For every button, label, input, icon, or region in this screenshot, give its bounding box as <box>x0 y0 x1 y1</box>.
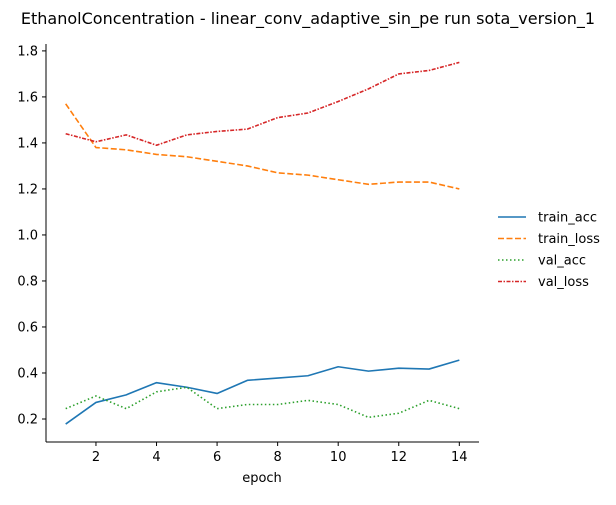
series-line-val_acc <box>65 386 460 419</box>
series-line-val_loss <box>65 61 460 147</box>
x-tick-label: 8 <box>273 450 281 465</box>
y-tick-label: 0.2 <box>17 412 38 427</box>
x-tick-label: 10 <box>330 450 347 465</box>
x-tick-label: 14 <box>451 450 468 465</box>
x-tick-label: 12 <box>390 450 407 465</box>
y-tick-label: 1.8 <box>17 44 38 59</box>
x-axis-title: epoch <box>242 471 282 486</box>
y-tick-label: 1.6 <box>17 90 38 105</box>
series-line-train_loss <box>65 103 460 190</box>
plot-area <box>65 61 460 425</box>
legend: train_acc train_loss val_acc val_loss <box>498 211 600 290</box>
x-tick-label: 6 <box>213 450 221 465</box>
legend-label-val_loss: val_loss <box>538 275 589 290</box>
axes: 2 4 6 8 10 12 14 0.2 0.4 0.6 0.8 1.0 1.2 1.4 1.6 1.8 <box>17 44 479 465</box>
y-tick-label: 0.6 <box>17 320 38 335</box>
legend-label-val_acc: val_acc <box>538 254 586 269</box>
y-tick-label: 0.4 <box>17 366 38 381</box>
chart-title: EthanolConcentration - linear_conv_adapt… <box>21 9 595 29</box>
series-line-train_acc <box>65 359 460 425</box>
y-tick-label: 1.2 <box>17 182 38 197</box>
y-tick-label: 1.4 <box>17 136 38 151</box>
legend-label-train_acc: train_acc <box>538 211 597 226</box>
legend-label-train_loss: train_loss <box>538 232 600 247</box>
x-tick-label: 4 <box>152 450 160 465</box>
y-tick-label: 1.0 <box>17 228 38 243</box>
x-tick-label: 2 <box>92 450 100 465</box>
y-tick-label: 0.8 <box>17 274 38 289</box>
